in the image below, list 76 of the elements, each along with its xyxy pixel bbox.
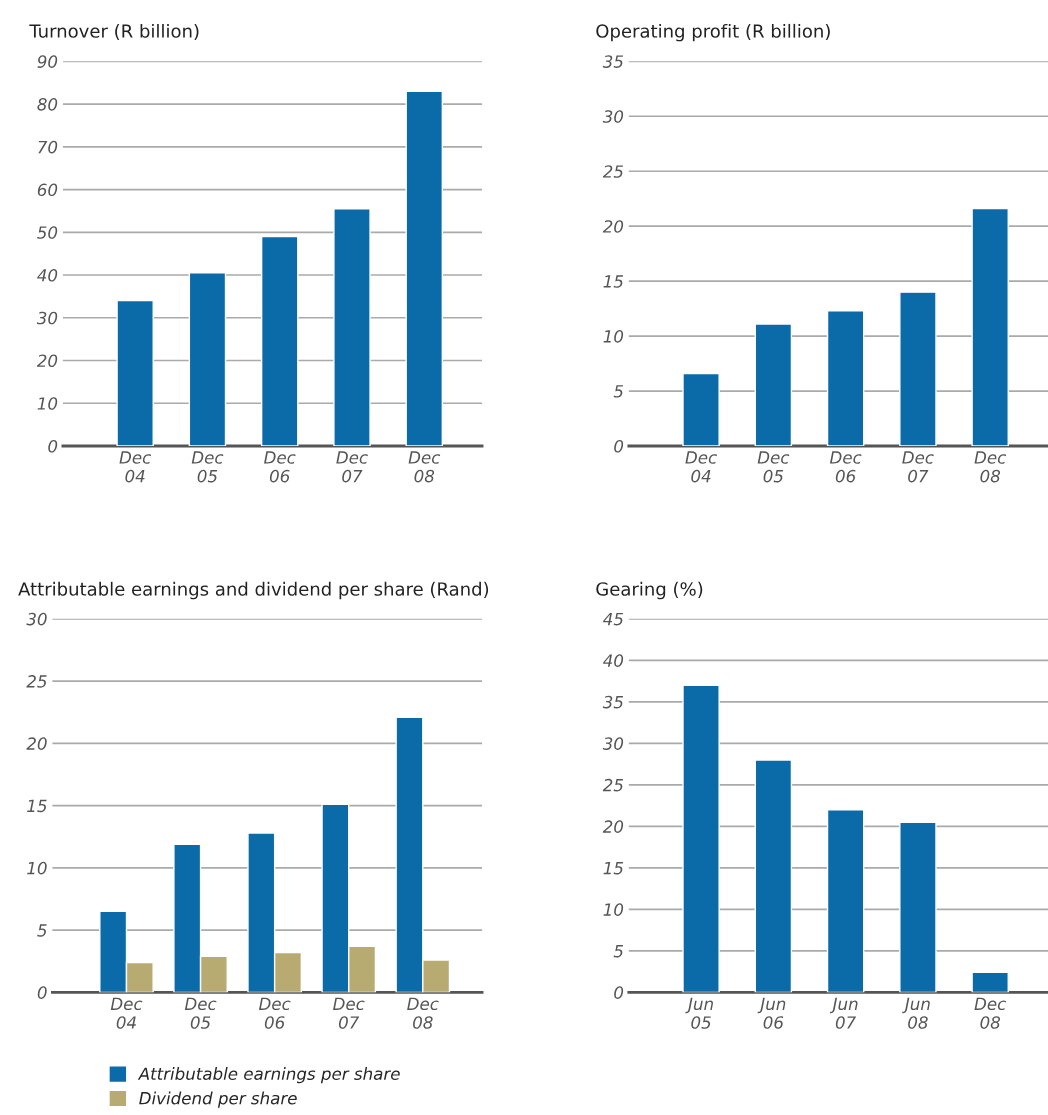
y-tick-label: 10	[603, 330, 624, 343]
legend-label: Dividend per share	[139, 1091, 297, 1108]
y-tick-label: 25	[602, 165, 624, 178]
x-tick-label: Dec 04	[119, 451, 152, 483]
x-tick-label: Dec 08	[407, 997, 439, 1029]
x-tick-label: Dec 05	[184, 997, 217, 1029]
x-tick-label: Dec 07	[336, 451, 368, 483]
y-tick-label: 35	[602, 695, 624, 709]
y-tick-label: 15	[27, 799, 47, 813]
y-tick-label: 5	[613, 385, 624, 398]
bar	[682, 684, 720, 993]
bar	[826, 809, 865, 993]
y-tick-label: 30	[26, 612, 47, 626]
chart-title: Attributable earnings and dividend per share (Rand)	[18, 581, 489, 600]
x-tick-label: Dec 08	[408, 451, 441, 483]
bar	[826, 310, 865, 446]
bar	[754, 759, 793, 993]
bar	[405, 90, 444, 446]
x-tick-label: Dec 04	[110, 997, 143, 1029]
y-tick-label: 15	[603, 275, 624, 288]
y-tick-label: 40	[37, 269, 58, 282]
y-tick-label: 15	[603, 862, 624, 875]
x-tick-label: Dec 06	[829, 451, 862, 483]
x-tick-label: Dec 08	[974, 451, 1007, 483]
x-tick-label: Jun 06	[757, 997, 786, 1029]
chart-title: Operating profit (R billion)	[596, 23, 830, 42]
y-tick-label: 30	[602, 737, 624, 750]
y-tick-label: 25	[26, 675, 47, 688]
y-tick-label: 0	[37, 986, 47, 999]
x-tick-label: Dec 05	[191, 451, 224, 483]
y-tick-label: 5	[613, 945, 624, 958]
x-tick-label: Jun 08	[902, 997, 930, 1029]
x-tick-label: Jun 07	[829, 997, 858, 1029]
bar	[971, 971, 1009, 993]
y-tick-label: 20	[602, 820, 624, 833]
legend-label: Attributable earnings per share	[137, 1067, 400, 1084]
y-tick-label: 30	[36, 311, 58, 325]
y-tick-label: 30	[602, 110, 624, 123]
y-tick-label: 5	[37, 924, 47, 937]
y-tick-label: 20	[36, 354, 58, 368]
y-tick-label: 70	[38, 140, 58, 154]
y-tick-label: 25	[602, 778, 624, 792]
x-tick-label: Dec 07	[333, 997, 365, 1029]
chart-title: Gearing (%)	[596, 581, 703, 600]
y-tick-label: 0	[614, 986, 624, 999]
bar	[116, 299, 154, 446]
y-tick-label: 45	[603, 613, 624, 626]
bar	[333, 208, 371, 446]
y-tick-label: 90	[37, 55, 58, 68]
y-tick-label: 40	[603, 654, 624, 667]
bar	[754, 323, 793, 446]
bar	[188, 272, 227, 446]
x-tick-label: Dec 04	[685, 451, 717, 483]
x-tick-label: Jun 05	[685, 997, 713, 1029]
y-tick-label: 0	[614, 439, 624, 453]
y-tick-label: 35	[602, 55, 624, 68]
y-tick-label: 20	[26, 737, 47, 750]
x-tick-label: Dec 05	[757, 451, 790, 483]
bar	[899, 821, 937, 993]
bar	[682, 372, 720, 446]
y-tick-label: 80	[37, 98, 58, 111]
y-tick-label: 50	[37, 226, 58, 239]
chart-title: Turnover (R billion)	[29, 23, 199, 40]
x-tick-label: Dec 06	[258, 997, 291, 1029]
y-tick-label: 0	[48, 439, 58, 453]
y-tick-label: 10	[603, 903, 624, 916]
y-tick-label: 10	[37, 397, 58, 410]
y-tick-label: 10	[27, 861, 47, 875]
x-tick-label: Dec 08	[974, 997, 1007, 1029]
bar	[971, 207, 1009, 446]
x-tick-label: Dec 06	[264, 451, 296, 483]
y-tick-label: 60	[37, 183, 58, 197]
y-tick-label: 20	[602, 220, 624, 233]
bar	[899, 291, 937, 446]
bar	[260, 235, 299, 446]
x-tick-label: Dec 07	[902, 451, 934, 483]
